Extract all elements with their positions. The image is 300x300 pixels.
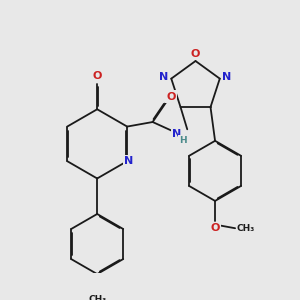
Text: CH₃: CH₃ — [237, 224, 255, 233]
Text: H: H — [179, 136, 187, 145]
Text: O: O — [166, 92, 176, 101]
Text: N: N — [159, 72, 169, 82]
Text: CH₃: CH₃ — [88, 295, 106, 300]
Text: O: O — [191, 49, 200, 59]
Text: N: N — [222, 72, 232, 82]
Text: O: O — [92, 71, 102, 82]
Text: O: O — [210, 223, 220, 233]
Text: N: N — [172, 129, 181, 139]
Text: N: N — [124, 156, 134, 166]
